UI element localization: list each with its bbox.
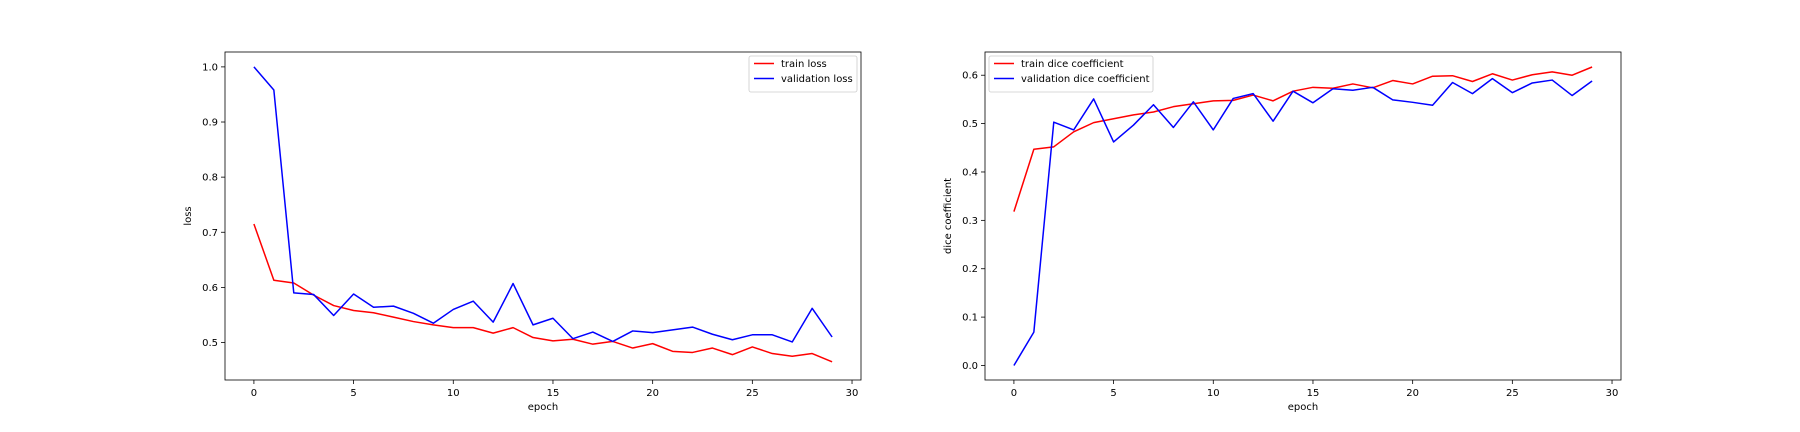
legend-box bbox=[748, 55, 858, 93]
y-axis-label: dice coefficient bbox=[943, 178, 954, 254]
legend-label: train loss bbox=[781, 59, 827, 70]
y-tick-label: 0.7 bbox=[202, 228, 218, 239]
x-tick-label: 0 bbox=[1011, 388, 1017, 399]
x-tick-label: 20 bbox=[646, 388, 659, 399]
x-tick-label: 10 bbox=[447, 388, 460, 399]
legend-label: train dice coefficient bbox=[1021, 59, 1124, 70]
y-tick-label: 0.2 bbox=[962, 264, 978, 275]
x-tick-label: 20 bbox=[1406, 388, 1419, 399]
x-tick-label: 15 bbox=[547, 388, 560, 399]
x-tick-label: 5 bbox=[1110, 388, 1116, 399]
y-tick-label: 0.8 bbox=[202, 173, 218, 184]
y-tick-label: 0.0 bbox=[962, 361, 978, 372]
y-tick-label: 0.4 bbox=[962, 167, 978, 178]
validation-dice-coefficient-line bbox=[1013, 77, 1593, 366]
y-axis-label: loss bbox=[183, 206, 194, 225]
loss-chart: 0 5 10 15 20 25 30 0.5 0.6 0.7 0.8 0.9 1.0 epoch loss t… bbox=[183, 51, 862, 413]
y-tick-label: 0.5 bbox=[962, 119, 978, 130]
train-dice-coefficient-line bbox=[1013, 66, 1593, 212]
x-tick-label: 25 bbox=[746, 388, 759, 399]
legend-label: validation loss bbox=[781, 74, 853, 85]
y-tick-label: 0.1 bbox=[962, 313, 978, 324]
x-tick-label: 30 bbox=[1606, 388, 1619, 399]
dice-coefficient-chart: 0 5 10 15 20 25 30 0.0 0.1 0.2 0.3 0.4 0.5 0.6 epoch di… bbox=[943, 51, 1622, 413]
plot-area bbox=[984, 51, 1622, 381]
y-tick-label: 0.6 bbox=[962, 71, 978, 82]
y-tick-label: 0.6 bbox=[202, 283, 218, 294]
x-tick-label: 10 bbox=[1207, 388, 1220, 399]
plot-area bbox=[224, 51, 862, 381]
x-tick-label: 0 bbox=[251, 388, 257, 399]
y-tick-label: 1.0 bbox=[202, 62, 218, 73]
x-axis-label: epoch bbox=[528, 402, 558, 413]
x-tick-label: 30 bbox=[846, 388, 859, 399]
y-tick-label: 0.3 bbox=[962, 216, 978, 227]
legend-box bbox=[988, 55, 1154, 93]
x-tick-label: 25 bbox=[1506, 388, 1519, 399]
x-tick-label: 15 bbox=[1307, 388, 1320, 399]
legend-label: validation dice coefficient bbox=[1021, 74, 1150, 85]
validation-loss-line bbox=[253, 66, 833, 343]
x-tick-label: 5 bbox=[350, 388, 356, 399]
y-tick-label: 0.5 bbox=[202, 338, 218, 349]
train-loss-line bbox=[253, 223, 833, 363]
y-tick-label: 0.9 bbox=[202, 118, 218, 129]
x-axis-label: epoch bbox=[1288, 402, 1318, 413]
